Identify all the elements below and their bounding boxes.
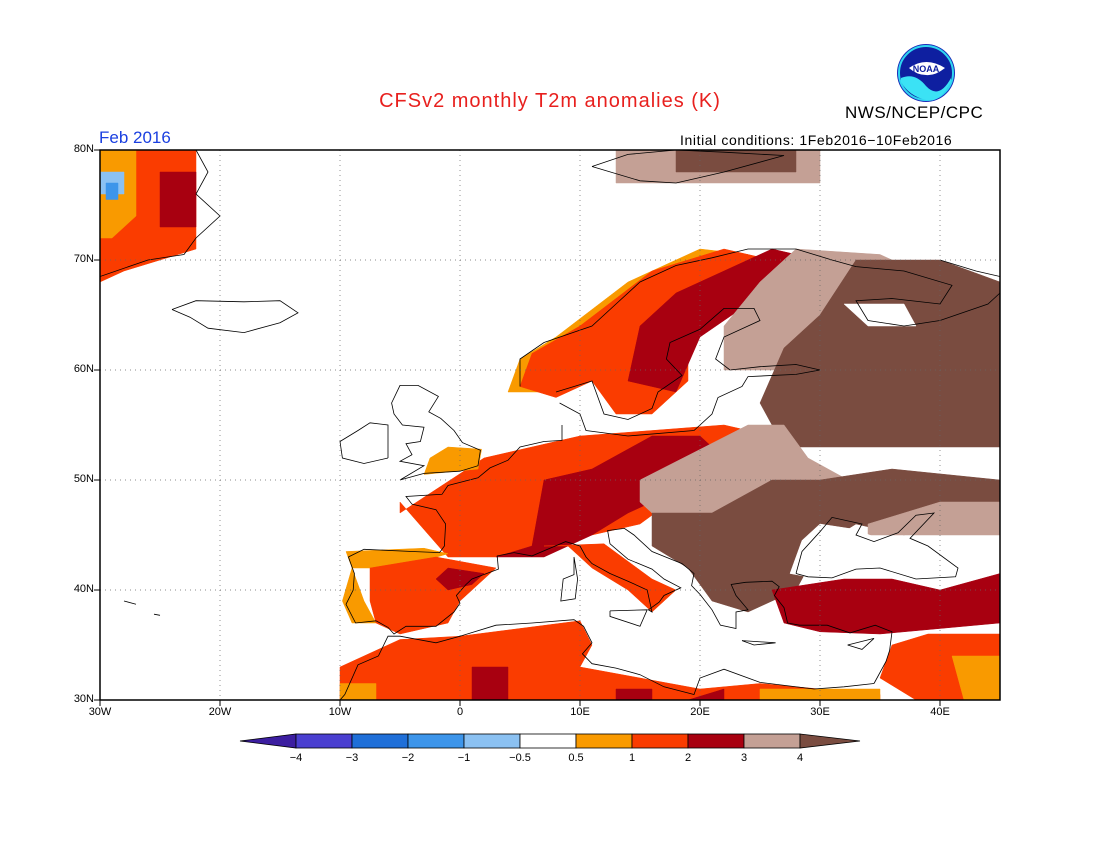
colorbar-label-neg2: −2 <box>401 752 415 764</box>
colorbar-label-1: 1 <box>628 752 636 764</box>
lon-label-20w: 20W <box>208 706 232 718</box>
coastline <box>345 425 893 684</box>
noaa-logo-icon: NOAA <box>895 42 957 104</box>
anomaly-fills <box>100 150 1000 700</box>
map-title: CFSv2 monthly T2m anomalies (K) <box>379 90 721 112</box>
anomaly-region <box>867 501 1000 536</box>
colorbar <box>239 733 861 749</box>
lon-label-10e: 10E <box>570 706 590 718</box>
coastline <box>999 551 1000 552</box>
colorbar-arrow-right <box>799 733 861 749</box>
coastline <box>100 150 221 277</box>
lon-label-0: 0 <box>456 706 464 718</box>
colorbar-segment <box>575 733 633 749</box>
lon-label-30e: 30E <box>810 706 830 718</box>
anomaly-region <box>471 666 509 700</box>
coastline <box>339 422 389 464</box>
anomaly-region <box>159 171 197 228</box>
coastline <box>741 640 776 646</box>
coastline <box>339 619 875 700</box>
anomaly-region <box>339 620 881 700</box>
colorbar-segment <box>295 733 353 749</box>
colorbar-label-4: 4 <box>796 752 804 764</box>
anomaly-region <box>615 688 653 700</box>
colorbar-label-neg1: −1 <box>457 752 471 764</box>
colorbar-arrow-left <box>239 733 297 749</box>
initial-conditions: Initial conditions: 1Feb2016−10Feb2016 <box>680 132 953 148</box>
coastline <box>171 300 299 334</box>
anomaly-region <box>423 446 482 475</box>
colorbar-segment <box>631 733 689 749</box>
anomaly-region <box>105 182 119 200</box>
colorbar-segment <box>407 733 465 749</box>
anomaly-region <box>843 303 917 327</box>
anomaly-region <box>342 547 449 624</box>
lat-label-60n: 60N <box>73 363 94 375</box>
anomaly-region <box>771 573 1000 635</box>
map-gridlines <box>100 150 1000 700</box>
noaa-logo-text: NOAA <box>913 64 940 74</box>
lat-label-80n: 80N <box>73 143 94 155</box>
coastline <box>560 556 579 602</box>
lon-label-10w: 10W <box>328 706 352 718</box>
colorbar-segment <box>463 733 521 749</box>
colorbar-segment <box>687 733 745 749</box>
coastline <box>153 613 161 616</box>
anomaly-region <box>543 543 677 613</box>
coastline <box>939 259 1000 277</box>
colorbar-segment <box>743 733 801 749</box>
anomaly-region <box>369 556 497 635</box>
colorbar-label-3: 3 <box>740 752 748 764</box>
coastline <box>123 600 137 605</box>
lon-label-20e: 20E <box>690 706 710 718</box>
forecast-period: Feb 2016 <box>99 128 171 147</box>
anomaly-region <box>675 150 797 173</box>
coastline <box>519 248 1000 387</box>
lon-label-40e: 40E <box>930 706 950 718</box>
coastline <box>795 512 959 580</box>
colorbar-label-05: 0.5 <box>568 752 584 764</box>
lat-label-30n: 30N <box>73 693 94 705</box>
map-frame <box>99 149 1001 701</box>
colorbar-label-neg4: −4 <box>289 752 303 764</box>
coastline <box>391 384 481 481</box>
lat-label-70n: 70N <box>73 253 94 265</box>
lat-label-40n: 40N <box>73 583 94 595</box>
axis-ticks <box>94 149 941 706</box>
agency-label: NWS/NCEP/CPC <box>845 103 984 122</box>
coastlines <box>100 150 1000 700</box>
lon-label-30w: 30W <box>88 706 112 718</box>
anomaly-region <box>339 683 377 700</box>
anomaly-region <box>951 655 1000 700</box>
colorbar-label-2: 2 <box>684 752 692 764</box>
coastline <box>591 150 785 184</box>
colorbar-segment <box>351 733 409 749</box>
anomaly-region <box>435 567 485 591</box>
anomaly-region <box>687 688 725 700</box>
coastline <box>847 638 875 650</box>
colorbar-label-neg05: −0.5 <box>509 752 531 764</box>
coastline <box>609 609 648 627</box>
colorbar-label-neg3: −3 <box>345 752 359 764</box>
colorbar-segment <box>519 733 577 749</box>
lat-label-50n: 50N <box>73 473 94 485</box>
coastline <box>555 307 821 437</box>
anomaly-region <box>759 688 881 700</box>
